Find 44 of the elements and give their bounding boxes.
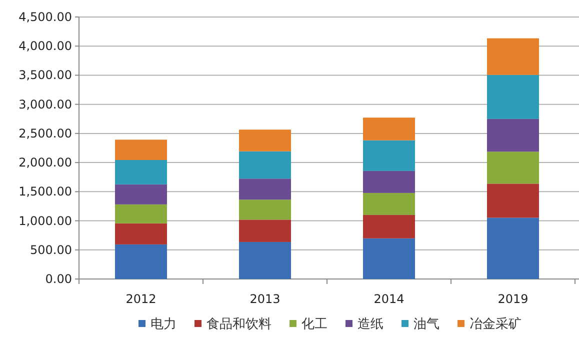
bar [487,38,539,75]
bar [115,204,167,224]
bar [487,118,539,152]
bar [487,184,539,218]
y-tick-label: 3,500.00 [18,68,72,82]
bar [239,151,291,179]
bar [487,74,539,119]
x-tick-label: 2019 [498,292,528,306]
x-tick-label: 2012 [126,292,156,306]
bar [239,200,291,220]
bar [239,220,291,242]
y-tick-label: 1,500.00 [18,184,72,199]
bar [239,178,291,200]
bar [115,184,167,204]
bar [363,140,415,171]
bar [363,118,415,140]
y-tick-label: 1,000.00 [18,214,72,228]
bar [115,244,167,279]
legend-label: 冶金采矿 [470,317,522,332]
x-tick-label: 2013 [250,292,280,306]
bar [115,140,167,160]
bar [487,218,539,279]
legend-label: 食品和饮料 [206,317,272,332]
y-tick-label: 4,500.00 [18,10,72,24]
y-tick-label: 0.00 [45,272,72,286]
legend-label: 电力 [150,317,176,332]
bar [239,130,291,152]
bar [363,192,415,215]
legend-label: 造纸 [358,317,384,332]
y-tick-label: 3,000.00 [18,97,72,112]
bar [487,152,539,184]
y-tick-label: 500.00 [30,242,72,257]
bar [239,242,291,279]
bar [363,214,415,238]
y-tick-label: 4,000.00 [18,39,72,54]
bar [363,170,415,193]
bar [363,238,415,279]
bar [115,160,167,184]
legend-label: 油气 [414,317,440,332]
legend-label: 化工 [302,317,328,332]
y-tick-label: 2,500.00 [18,126,72,140]
bar [115,223,167,244]
x-tick-label: 2014 [374,292,404,306]
y-tick-label: 2,000.00 [18,156,72,170]
